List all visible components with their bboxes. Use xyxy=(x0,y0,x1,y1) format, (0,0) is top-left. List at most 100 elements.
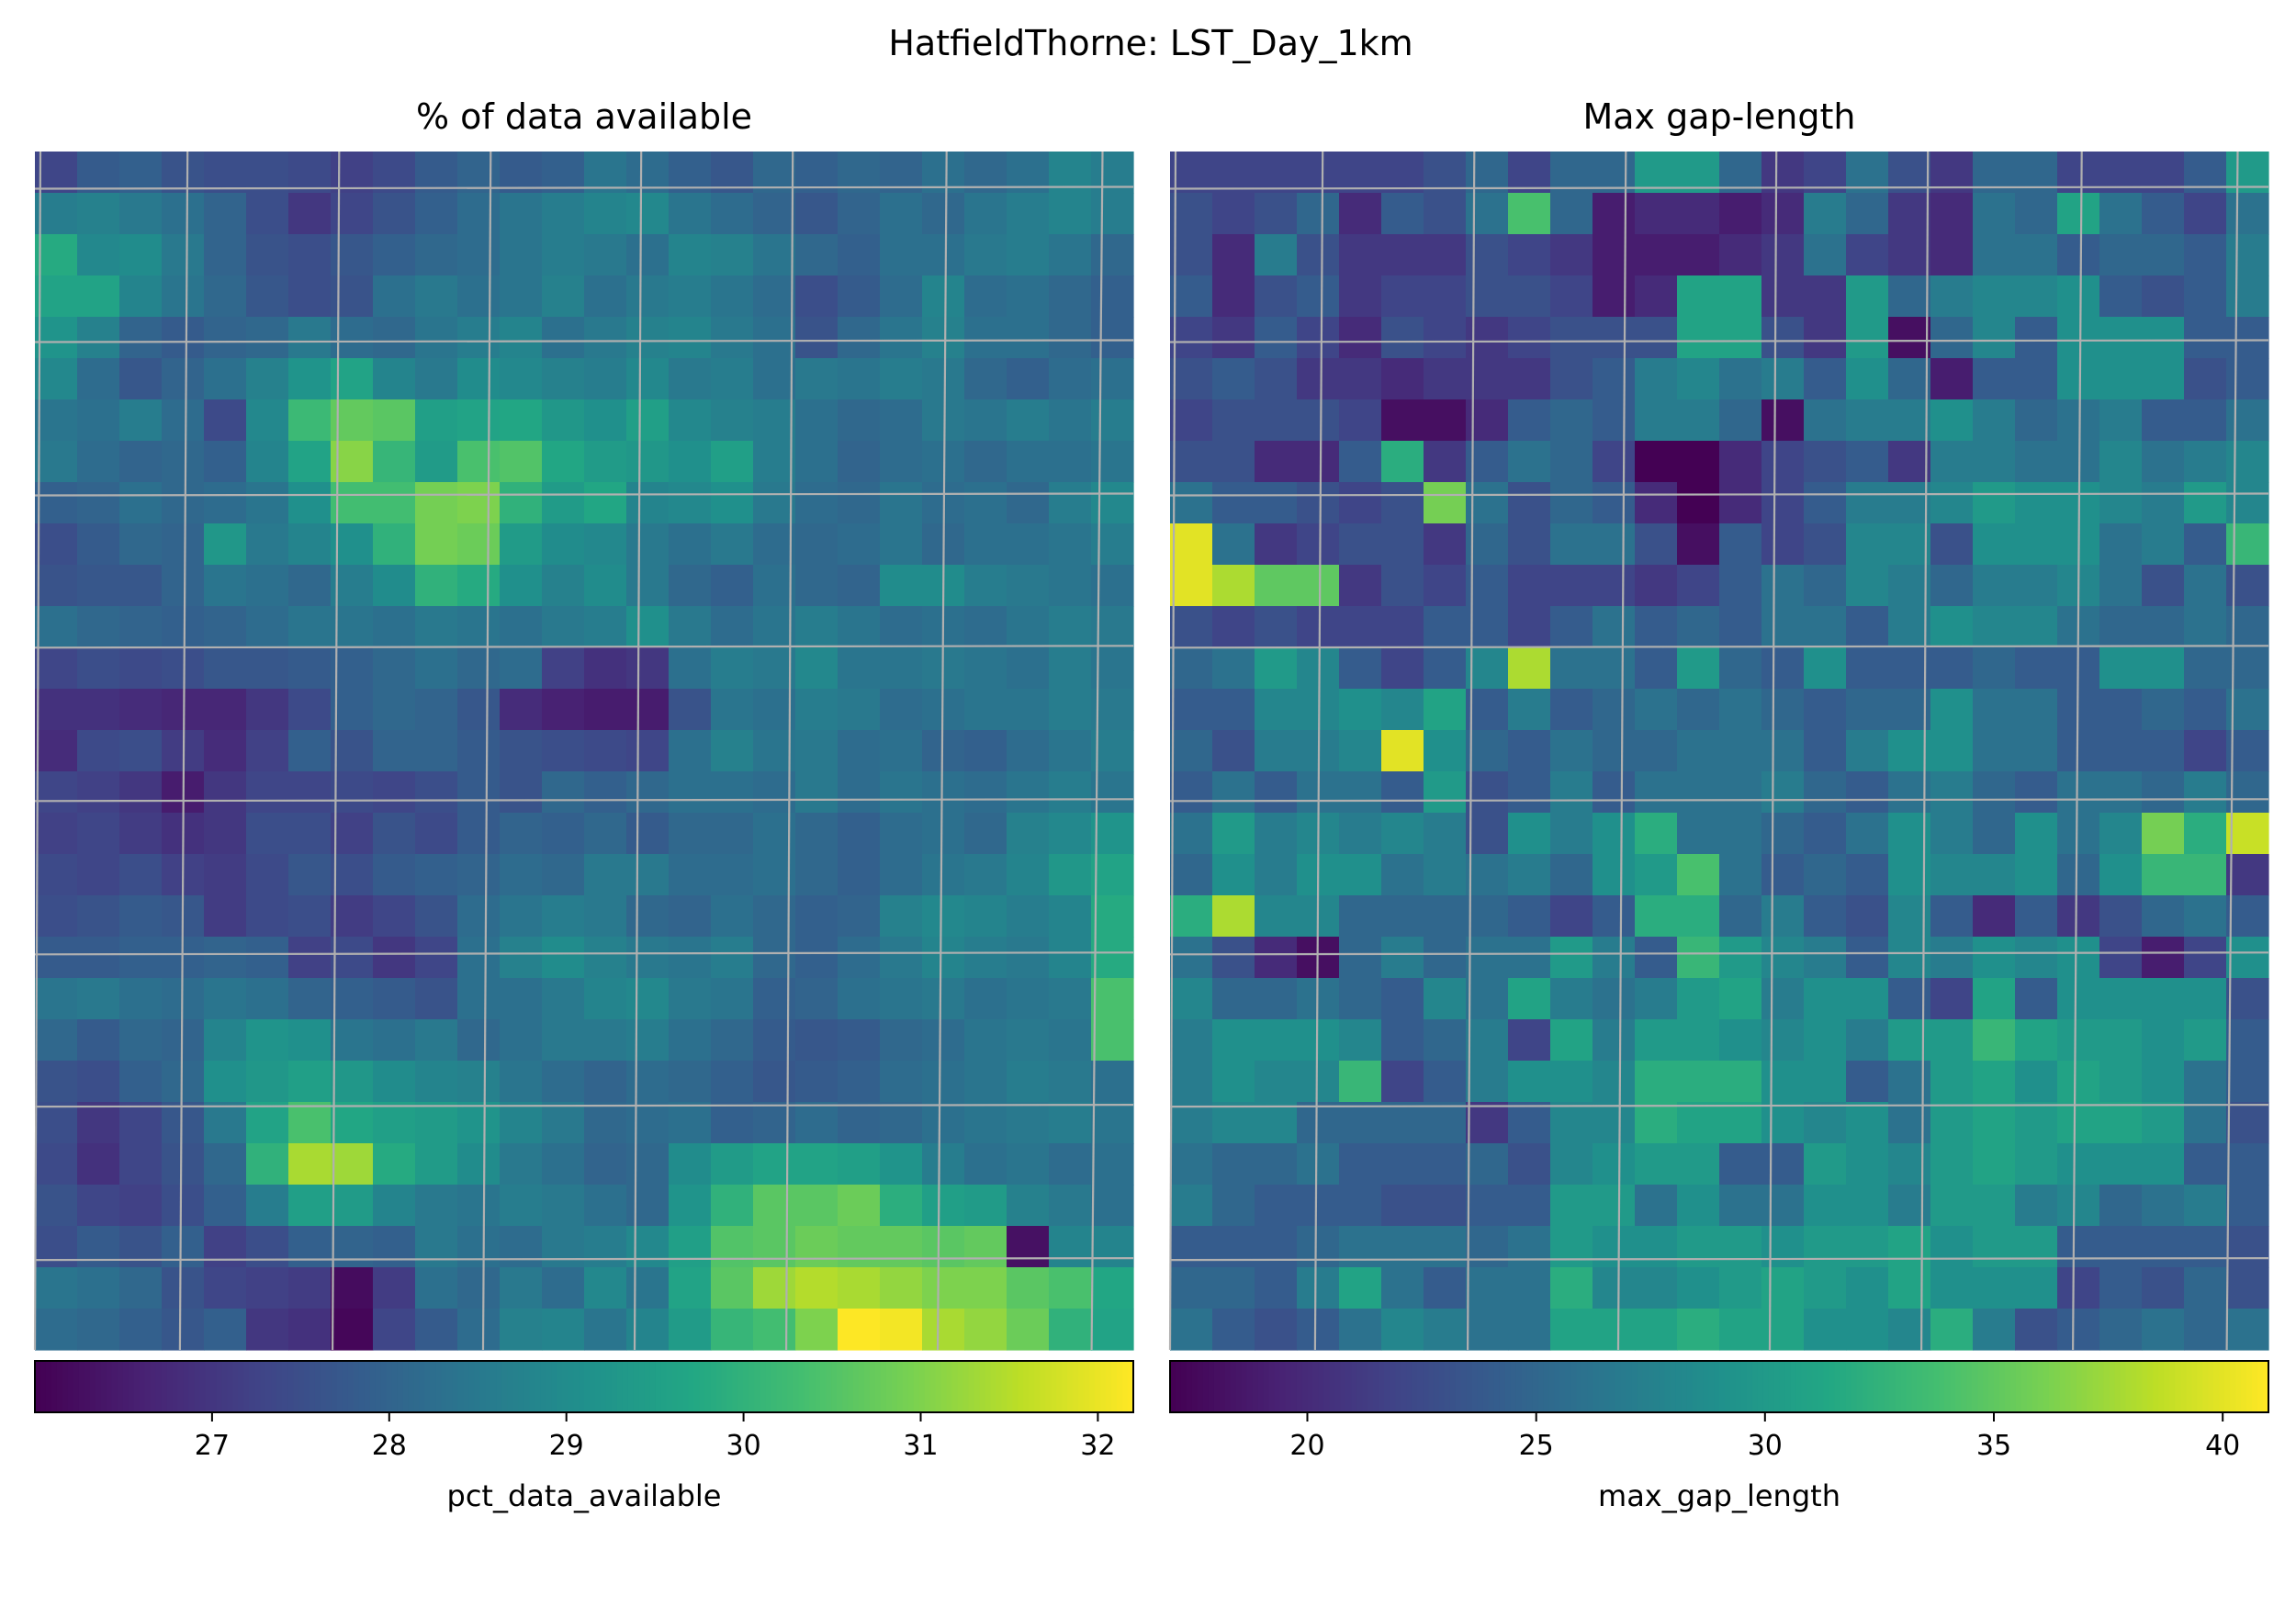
heatmap-cell xyxy=(1677,978,1720,1020)
heatmap-cell xyxy=(500,1061,543,1103)
heatmap-cell xyxy=(204,152,247,194)
heatmap-cell xyxy=(1255,275,1298,318)
heatmap-cell xyxy=(1846,1226,1889,1268)
heatmap-cell xyxy=(838,1226,881,1268)
heatmap-cell xyxy=(1719,854,1762,896)
colorbar-segment xyxy=(1554,1361,1561,1412)
heatmap-cell xyxy=(2226,317,2269,359)
heatmap-cell xyxy=(457,1102,501,1144)
heatmap-cell xyxy=(542,854,585,896)
colorbar-segment xyxy=(298,1361,305,1412)
heatmap-cell xyxy=(204,895,247,938)
heatmap-cell xyxy=(2099,937,2143,979)
heatmap-cell xyxy=(1170,275,1213,318)
colorbar-segment xyxy=(1714,1361,1720,1412)
heatmap-cell xyxy=(373,895,416,938)
heatmap-cell xyxy=(1635,523,1678,566)
heatmap-cell xyxy=(964,565,1007,607)
heatmap-cell xyxy=(35,813,78,855)
heatmap-cell xyxy=(246,730,289,772)
heatmap-cell xyxy=(204,358,247,400)
heatmap-cell xyxy=(457,193,501,235)
heatmap-cell xyxy=(1719,1061,1762,1103)
heatmap-cell xyxy=(1846,193,1889,235)
heatmap-cell xyxy=(457,895,501,938)
heatmap-cell xyxy=(1381,1309,1424,1351)
heatmap-cell xyxy=(1804,854,1847,896)
heatmap-cell xyxy=(711,482,754,524)
heatmap-cell xyxy=(288,1226,332,1268)
heatmap-cell xyxy=(162,523,205,566)
heatmap-cell xyxy=(1381,152,1424,194)
heatmap-cell xyxy=(1804,523,1847,566)
heatmap-cell xyxy=(2226,895,2269,938)
colorbar-segment xyxy=(1795,1361,1803,1412)
heatmap-cell xyxy=(119,275,163,318)
colorbar-segment xyxy=(1034,1361,1041,1412)
heatmap-cell xyxy=(2099,813,2143,855)
heatmap-cell xyxy=(1593,317,1636,359)
heatmap-cell xyxy=(1170,1061,1213,1103)
heatmap-cell xyxy=(246,1185,289,1227)
heatmap-cell xyxy=(964,358,1007,400)
heatmap-cell xyxy=(1508,1226,1551,1268)
heatmap-cell xyxy=(1804,978,1847,1020)
heatmap-cell xyxy=(1761,689,1805,731)
heatmap-cell xyxy=(1508,1309,1551,1351)
heatmap-cell xyxy=(626,1102,670,1144)
colorbar-segment xyxy=(364,1361,371,1412)
heatmap-cell xyxy=(880,1267,923,1309)
colorbar-segment xyxy=(874,1361,882,1412)
colorbar-segment xyxy=(1001,1361,1008,1412)
heatmap-cell xyxy=(922,730,965,772)
heatmap-cell xyxy=(500,647,543,690)
heatmap-cell xyxy=(964,937,1007,979)
heatmap-cell xyxy=(1635,152,1678,194)
colorbar-segment xyxy=(1928,1361,1935,1412)
heatmap-cell xyxy=(1761,1143,1805,1186)
heatmap-cell xyxy=(1677,1102,1720,1144)
heatmap-cell xyxy=(119,1226,163,1268)
colorbar-segment xyxy=(1488,1361,1495,1412)
heatmap-cell xyxy=(77,565,120,607)
heatmap-cell xyxy=(1508,399,1551,442)
heatmap-cell xyxy=(1550,647,1593,690)
colorbar-segment xyxy=(798,1361,805,1412)
heatmap-cell xyxy=(1339,193,1382,235)
heatmap-cell xyxy=(1091,771,1134,814)
heatmap-cell xyxy=(1719,1185,1762,1227)
heatmap-cell xyxy=(1677,275,1720,318)
heatmap-cell xyxy=(1297,482,1340,524)
colorbar-segment xyxy=(1493,1361,1501,1412)
colorbar-segment xyxy=(194,1361,201,1412)
heatmap-cell xyxy=(162,441,205,483)
heatmap-cell xyxy=(204,565,247,607)
colorbar-segment xyxy=(1670,1361,1676,1412)
heatmap-cell xyxy=(162,358,205,400)
heatmap-cell xyxy=(1091,895,1134,938)
heatmap-cell xyxy=(204,399,247,442)
heatmap-cell xyxy=(1550,1143,1593,1186)
colorbar-segment xyxy=(1175,1361,1182,1412)
heatmap-cell xyxy=(584,1143,627,1186)
heatmap-cell xyxy=(669,234,712,276)
colorbar-tick-label: 28 xyxy=(372,1430,407,1462)
heatmap-cell xyxy=(2057,1061,2100,1103)
heatmap-cell xyxy=(1508,1061,1551,1103)
heatmap-cell xyxy=(1170,234,1213,276)
heatmap-cell xyxy=(1973,482,2016,524)
heatmap-cell xyxy=(1888,441,1931,483)
heatmap-cell xyxy=(2057,234,2100,276)
heatmap-cell xyxy=(119,1061,163,1103)
heatmap-cell xyxy=(1804,647,1847,690)
colorbar-segment xyxy=(496,1361,503,1412)
heatmap-cell xyxy=(373,647,416,690)
heatmap-cell xyxy=(1007,813,1050,855)
heatmap-cell xyxy=(1049,441,1092,483)
heatmap-cell xyxy=(1339,317,1382,359)
heatmap-cell xyxy=(542,1143,585,1186)
colorbar-segment xyxy=(1626,1361,1633,1412)
heatmap-cell xyxy=(1049,317,1092,359)
heatmap-cell xyxy=(1846,441,1889,483)
colorbar-segment xyxy=(924,1361,931,1412)
